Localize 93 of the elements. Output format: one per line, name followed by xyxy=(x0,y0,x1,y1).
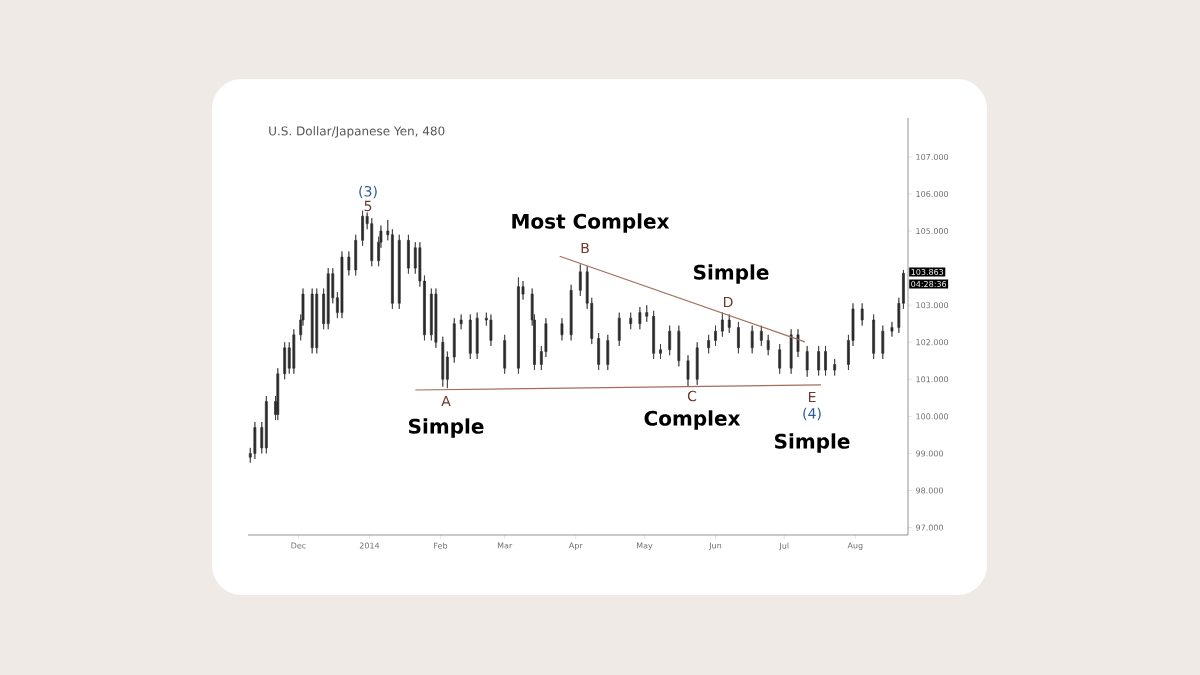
annotation: A xyxy=(441,395,451,407)
y-tick-label: 100.000 xyxy=(916,413,949,420)
candlestick xyxy=(789,328,793,375)
annotation: C xyxy=(687,390,697,402)
annotation: Simple xyxy=(775,433,850,453)
candlestick xyxy=(391,228,394,310)
annotation: Complex xyxy=(644,410,741,430)
candlestick xyxy=(833,358,837,376)
x-tick-label: Jun xyxy=(708,542,722,550)
candlestick xyxy=(737,321,740,354)
candlestick xyxy=(459,314,463,330)
candlestick xyxy=(475,312,479,360)
y-tick-label: 106.000 xyxy=(916,190,949,197)
y-tick-label: 99.000 xyxy=(916,450,943,457)
candlestick xyxy=(292,328,296,375)
candlestick xyxy=(659,343,662,360)
y-tick-label: 105.000 xyxy=(916,228,949,235)
candlestick xyxy=(668,325,672,356)
candlestick xyxy=(645,304,649,323)
candlestick xyxy=(322,288,326,330)
candlestick xyxy=(778,343,782,375)
candlestick xyxy=(260,421,264,454)
annotation: (3) xyxy=(359,185,377,199)
candlestick xyxy=(721,312,724,338)
candlestick xyxy=(264,395,268,454)
candlestick xyxy=(824,345,827,376)
annotation: Most Complex xyxy=(512,213,670,233)
x-tick-label: 2014 xyxy=(359,542,380,549)
candlestick xyxy=(860,302,864,326)
y-tick-label: 107.000 xyxy=(916,153,949,160)
annotation: E xyxy=(808,391,816,403)
candlestick xyxy=(714,325,717,347)
x-tick-label: Feb xyxy=(434,542,448,549)
candlestick xyxy=(796,328,800,358)
candlestick xyxy=(326,267,330,330)
candlestick xyxy=(468,314,472,360)
candlestick xyxy=(707,334,711,354)
candlestick xyxy=(407,234,410,275)
candlestick xyxy=(617,312,621,347)
candlestick xyxy=(340,251,344,319)
candlestick xyxy=(446,351,449,389)
candlestick xyxy=(452,317,456,363)
candlestick xyxy=(766,334,770,356)
candlestick xyxy=(759,325,763,347)
candlestick xyxy=(441,336,445,388)
candlestick xyxy=(727,314,731,334)
candlestick xyxy=(695,341,699,386)
x-tick-label: Jul xyxy=(779,542,789,551)
candlestick xyxy=(606,334,610,371)
candlestick xyxy=(347,251,351,276)
candlestick xyxy=(569,284,573,341)
text: 103.863 xyxy=(911,268,944,276)
candlestick xyxy=(503,334,507,375)
candlestick xyxy=(805,345,809,378)
annotation: Simple xyxy=(694,264,769,284)
candlestick xyxy=(686,354,690,387)
x-tick-label: Aug xyxy=(847,542,863,551)
text: U.S. Dollar/Japanese Yen, 480 xyxy=(269,126,445,138)
annotation: 5 xyxy=(364,200,372,212)
candlestick xyxy=(652,310,656,360)
candlestick xyxy=(386,219,390,241)
candlestick xyxy=(750,325,754,354)
candlestick xyxy=(283,341,287,380)
candlestick xyxy=(434,288,438,349)
annotation: D xyxy=(724,296,733,308)
candlestick xyxy=(881,325,885,360)
x-tick-label: Apr xyxy=(568,542,583,551)
y-tick-label: 98.000 xyxy=(916,487,943,494)
x-tick-label: May xyxy=(636,542,653,551)
text: 04:28:36 xyxy=(911,280,947,288)
y-tick-label: 102.000 xyxy=(916,339,949,346)
candlestick xyxy=(638,306,642,330)
candlestick xyxy=(397,234,401,310)
candlestick xyxy=(890,321,894,338)
annotation: (4) xyxy=(803,407,821,421)
x-tick-label: Mar xyxy=(497,542,513,549)
candlestick xyxy=(489,314,493,347)
candlestick xyxy=(629,312,633,330)
x-tick-label: Dec xyxy=(291,542,306,549)
candlestick xyxy=(578,264,582,297)
y-tick-label: 101.000 xyxy=(916,376,949,383)
annotation: B xyxy=(581,242,589,254)
candlestick xyxy=(677,325,681,367)
y-tick-label: 97.000 xyxy=(916,524,943,531)
candlestick xyxy=(872,314,876,360)
y-tick-label: 103.000 xyxy=(916,302,949,309)
candlestick xyxy=(354,234,358,276)
candlestick xyxy=(253,421,257,460)
candlestick xyxy=(817,345,821,376)
candlestick xyxy=(560,317,564,341)
candlestick xyxy=(310,288,314,354)
annotation: Simple xyxy=(409,418,484,438)
candlestick xyxy=(597,332,601,371)
